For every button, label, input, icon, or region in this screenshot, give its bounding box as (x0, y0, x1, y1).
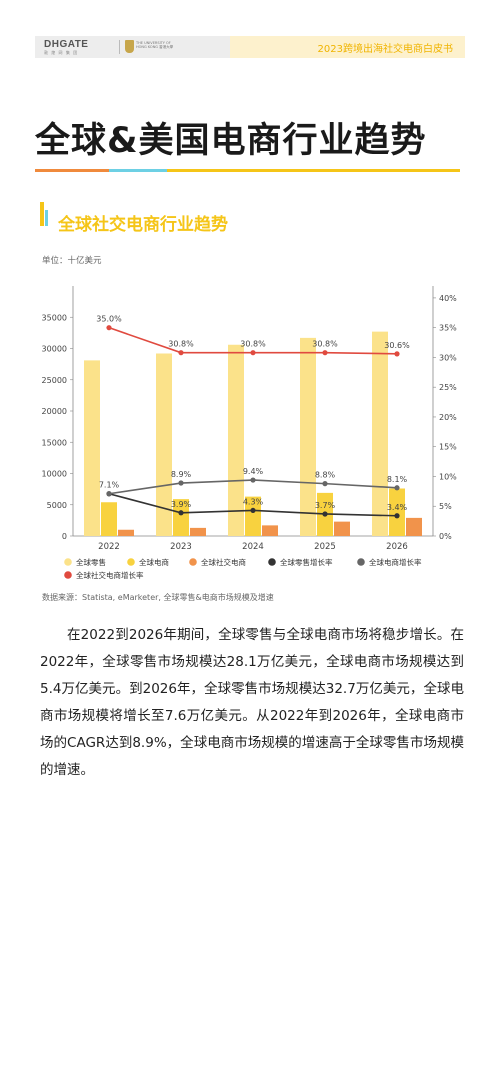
section-marker-yellow (40, 202, 44, 226)
y2-tick-label: 40% (439, 294, 457, 303)
ecommerce-growth-point (178, 480, 184, 486)
retail-growth-data-label: 3.9% (171, 500, 192, 509)
bar-retail (300, 337, 316, 536)
y-tick-label: 20000 (42, 407, 67, 416)
bar-social-ecommerce (334, 521, 350, 536)
body-paragraph: 在2022到2026年期间，全球零售与全球电商市场将稳步增长。在2022年，全球… (40, 627, 464, 778)
bar-ecommerce (173, 499, 189, 536)
legend-marker-1 (127, 558, 135, 566)
ecommerce-growth-data-label: 9.4% (243, 467, 264, 476)
legend-label-4: 全球电商增长率 (369, 557, 422, 567)
y2-tick-label: 25% (439, 383, 457, 392)
header-logo-area (35, 36, 240, 58)
y2-tick-label: 0% (439, 532, 452, 541)
legend-marker-4 (357, 558, 365, 566)
ecommerce-growth-data-label: 7.1% (99, 481, 120, 490)
social-growth-data-label: 35.0% (96, 315, 122, 324)
x-tick-label: 2024 (242, 542, 264, 552)
ecommerce-growth-point (322, 481, 328, 487)
y-tick-label: 15000 (42, 438, 67, 447)
y2-tick-label: 15% (439, 443, 457, 452)
x-tick-label: 2025 (314, 542, 336, 552)
y-tick-label: 35000 (42, 313, 67, 322)
hku-logo-text: THE UNIVERSITY OF HONG KONG 香港大學 (136, 41, 174, 49)
bar-ecommerce (245, 496, 261, 536)
social-growth-point (322, 350, 328, 356)
legend-label-1: 全球电商 (139, 557, 169, 567)
bar-retail (372, 331, 388, 536)
y2-tick-label: 35% (439, 324, 457, 333)
page-header: DHGATE 敦 煌 网 集 团 THE UNIVERSITY OF HONG … (35, 36, 465, 58)
legend-marker-5 (64, 571, 72, 579)
bar-retail (228, 344, 244, 536)
y-tick-label: 5000 (47, 501, 67, 510)
retail-growth-point (322, 511, 328, 517)
retail-growth-point (178, 510, 184, 516)
header-report-title: 2023跨境出海社交电商白皮书 (317, 44, 453, 55)
social-growth-data-label: 30.6% (384, 341, 410, 350)
ecommerce-growth-data-label: 8.9% (171, 470, 192, 479)
legend-label-3: 全球零售增长率 (280, 557, 333, 567)
y-tick-label: 30000 (42, 345, 67, 354)
social-growth-point (106, 325, 112, 331)
logo-divider (119, 40, 120, 54)
bar-social-ecommerce (406, 517, 422, 536)
retail-growth-data-label: 3.4% (387, 503, 408, 512)
x-tick-label: 2023 (170, 542, 192, 552)
retail-growth-data-label: 3.7% (315, 501, 336, 510)
bar-retail (156, 353, 172, 536)
social-growth-point (394, 351, 400, 357)
social-growth-point (250, 350, 256, 356)
bar-social-ecommerce (118, 529, 134, 536)
y-tick-label: 25000 (42, 376, 67, 385)
hku-crest-icon (125, 40, 134, 53)
y-tick-label: 0 (62, 532, 67, 541)
ecommerce-growth-point (394, 485, 400, 491)
data-source-note: 数据来源：Statista, eMarketer, 全球零售&电商市场规模及增速 (42, 593, 274, 602)
bar-retail (84, 360, 100, 536)
ecommerce-growth-data-label: 8.8% (315, 471, 336, 480)
page-title: 全球&美国电商行业趋势 (35, 121, 427, 161)
bar-ecommerce (101, 502, 117, 536)
social-growth-point (178, 350, 184, 356)
dhgate-logo: DHGATE (44, 39, 89, 50)
chart-unit-label: 单位：十亿美元 (42, 256, 102, 266)
title-underline-cyan (109, 169, 167, 172)
y-tick-label: 10000 (42, 470, 67, 479)
combo-chart: 0 5000 10000 15000 20000 25000 30000 35000 0% 5% 1… (42, 286, 457, 580)
retail-growth-point (394, 513, 400, 519)
section-title: 全球社交电商行业趋势 (58, 215, 228, 235)
social-growth-data-label: 30.8% (168, 340, 194, 349)
y2-tick-label: 5% (439, 502, 452, 511)
social-growth-data-label: 30.8% (312, 340, 338, 349)
x-tick-label: 2026 (386, 542, 408, 552)
ecommerce-growth-point (250, 477, 256, 483)
social-growth-data-label: 30.8% (240, 340, 266, 349)
legend-marker-3 (268, 558, 276, 566)
header-title-area (230, 36, 465, 58)
title-underline-orange (35, 169, 109, 172)
bar-ecommerce (389, 488, 405, 536)
bar-social-ecommerce (262, 525, 278, 536)
y2-tick-label: 20% (439, 413, 457, 422)
x-tick-label: 2022 (98, 542, 120, 552)
legend-label-5: 全球社交电商增长率 (76, 570, 144, 580)
legend-marker-0 (64, 558, 72, 566)
bar-social-ecommerce (190, 527, 206, 536)
dhgate-logo-subtitle: 敦 煌 网 集 团 (44, 50, 79, 55)
title-underline-yellow (167, 169, 460, 172)
ecommerce-growth-data-label: 8.1% (387, 475, 408, 484)
retail-growth-point (250, 507, 256, 514)
legend-label-2: 全球社交电商 (201, 557, 246, 567)
retail-growth-data-label: 4.3% (243, 497, 264, 506)
ecommerce-growth-point (106, 491, 112, 497)
y2-tick-label: 30% (439, 353, 457, 362)
section-marker-cyan (45, 210, 48, 226)
legend-marker-2 (189, 558, 197, 566)
y2-tick-label: 10% (439, 472, 457, 481)
legend-label-0: 全球零售 (76, 557, 106, 567)
